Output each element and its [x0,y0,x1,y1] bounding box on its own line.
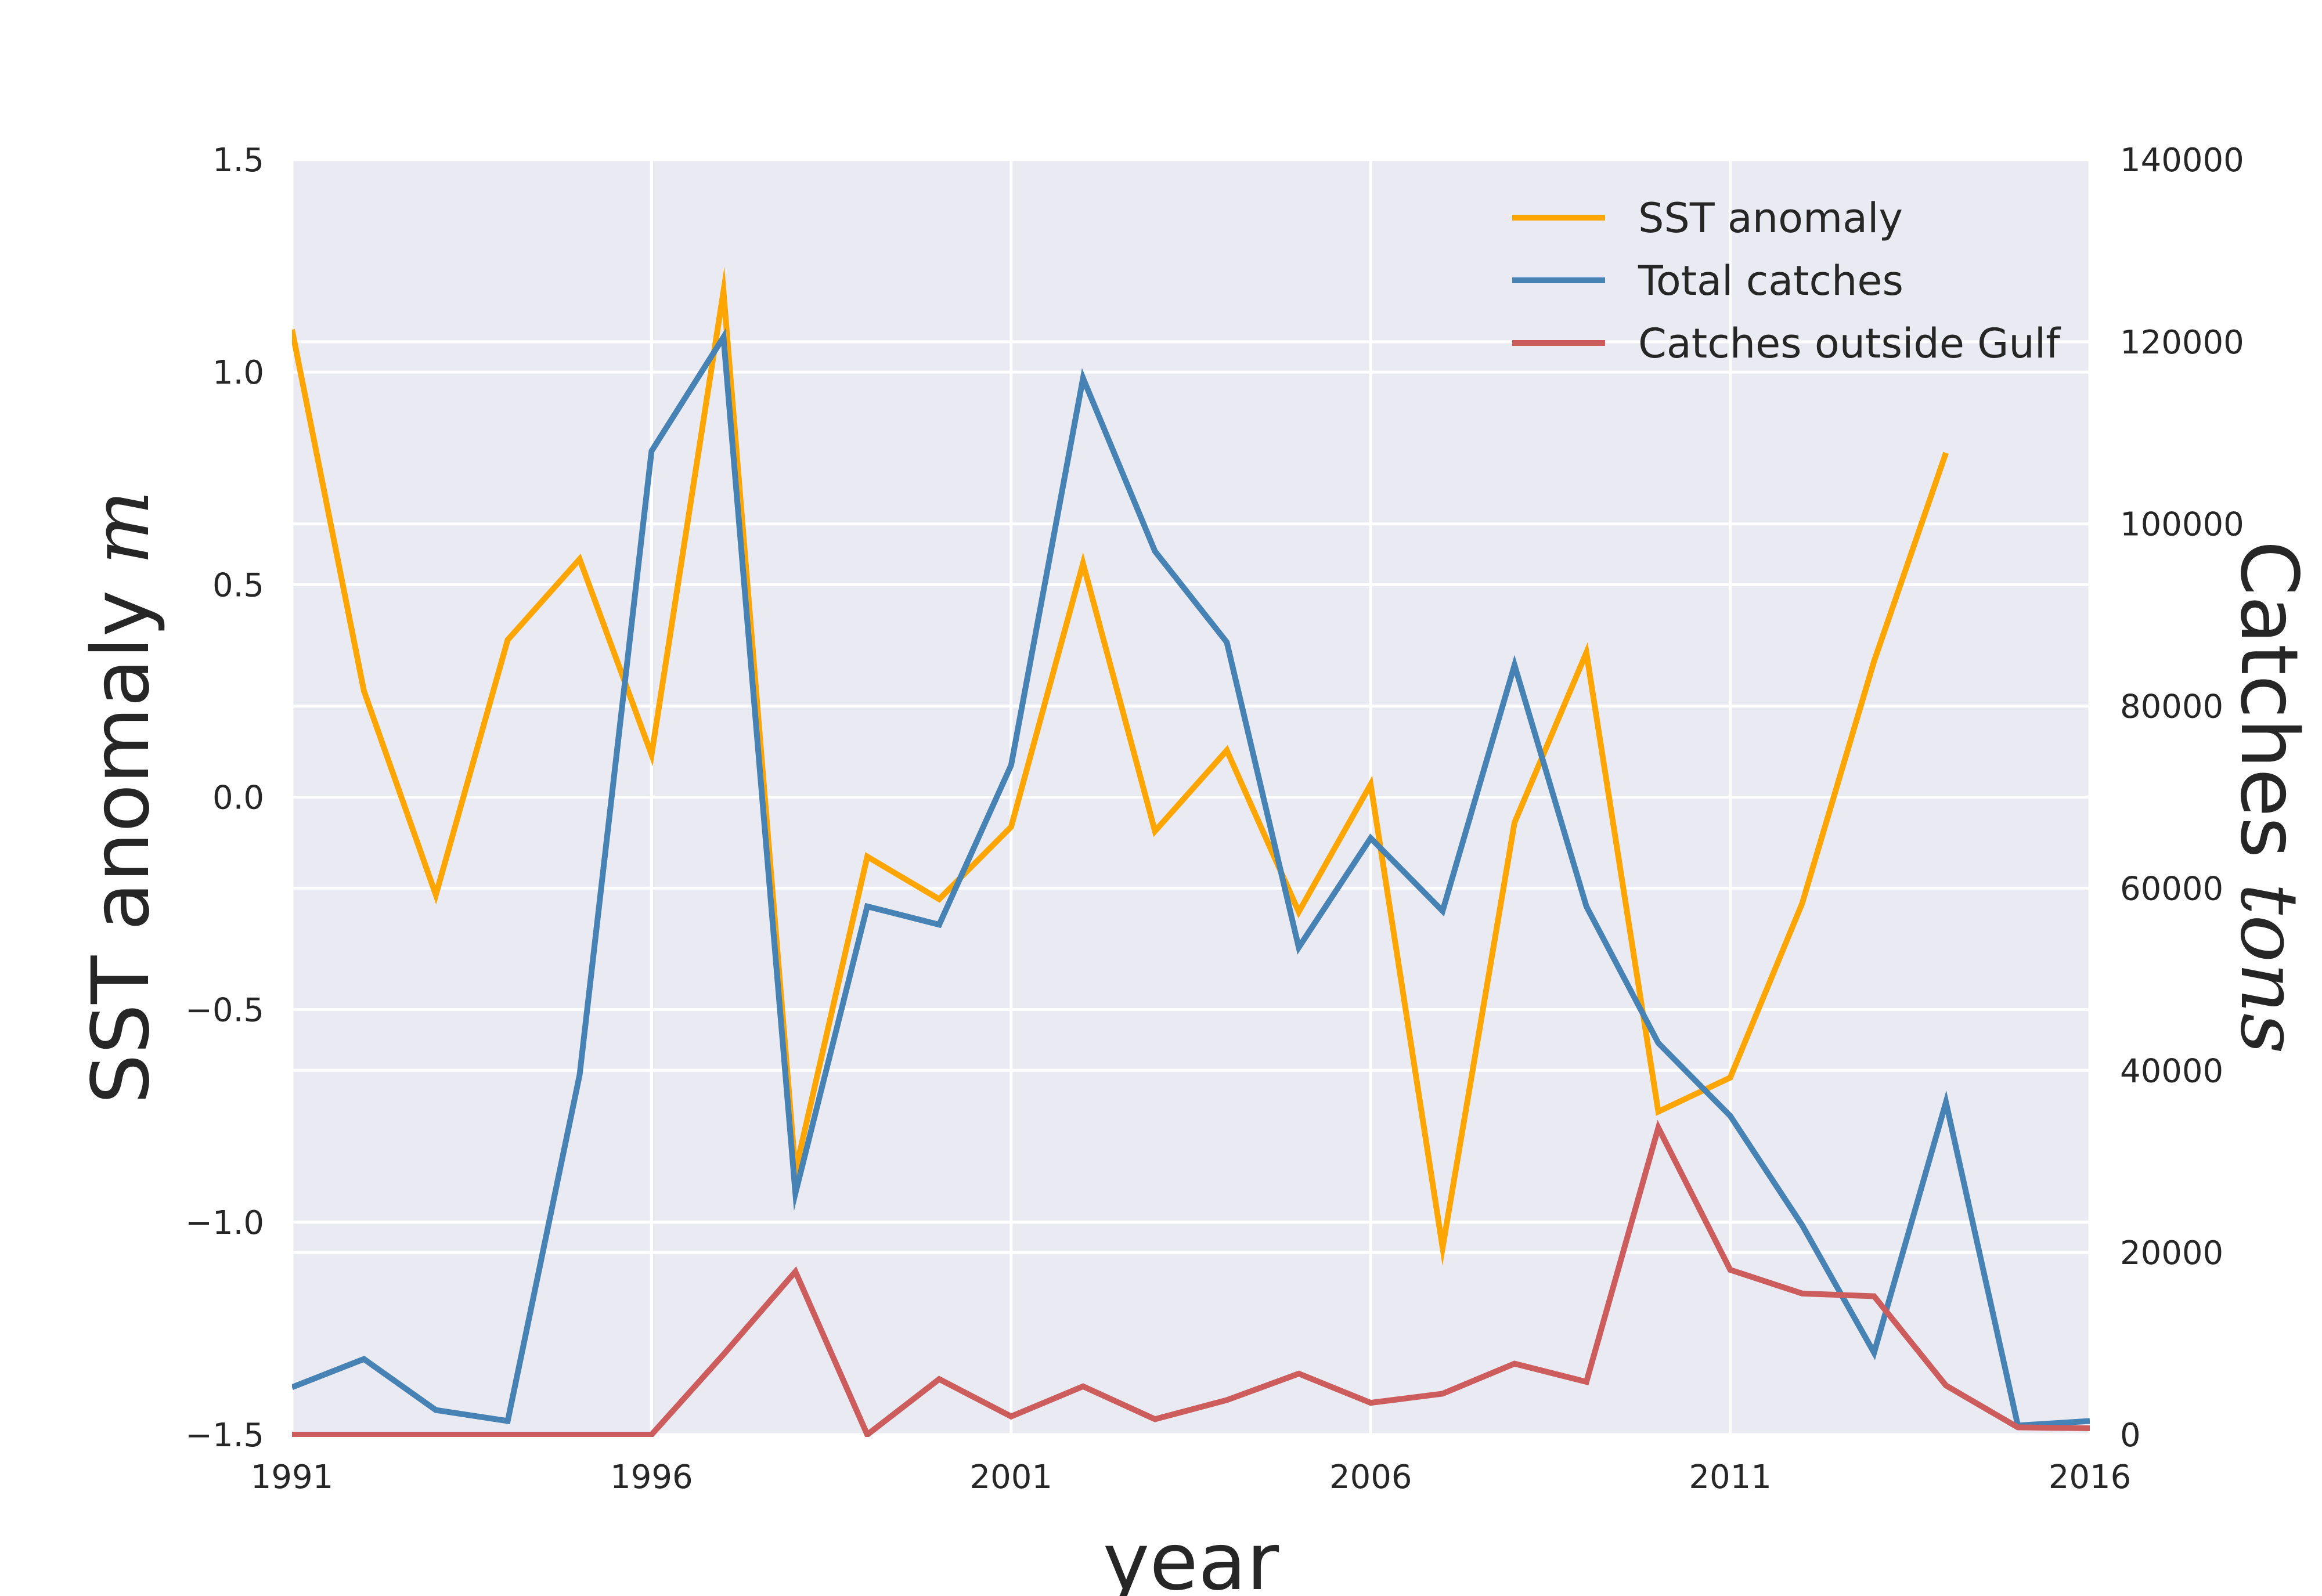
left-tick-label: −0.5 [185,992,264,1030]
right-axis-ticks: 140000 120000 100000 80000 60000 40000 20000 0 [2120,142,2244,1454]
right-tick-label: 140000 [2120,142,2244,179]
legend-label-sst-anomaly: SST anomaly [1638,194,1903,242]
left-tick-label: 0.0 [212,779,264,817]
x-axis-title: year [1103,1516,1279,1596]
right-tick-label: 100000 [2120,506,2244,544]
x-tick-label: 2016 [2049,1458,2132,1496]
series-line-sst-anomaly [292,266,1949,1266]
right-tick-label: 40000 [2120,1052,2223,1090]
right-tick-label: 20000 [2120,1234,2223,1272]
x-axis-ticks: 1991 1996 2001 2006 2011 2016 [251,1458,2132,1496]
left-tick-label: 0.5 [212,566,264,604]
series-line-total-catches [292,328,2090,1429]
x-tick-label: 1996 [610,1458,693,1496]
series-layer [292,266,2090,1437]
right-tick-label: 80000 [2120,688,2223,726]
legend: SST anomaly Total catches Catches outside … [1512,194,2061,367]
left-axis-ticks: 1.5 1.0 0.5 0.0 −0.5 −1.0 −1.5 [185,142,264,1454]
left-tick-label: −1.5 [185,1417,264,1454]
legend-label-total-catches: Total catches [1638,257,1903,305]
x-tick-label: 2011 [1689,1458,1772,1496]
series-line-catches-outside-gulf [292,1120,2090,1437]
legend-label-catches-outside-gulf: Catches outside Gulf [1638,320,2061,367]
right-tick-label: 60000 [2120,870,2223,908]
right-axis-title: Catches tons [2223,540,2314,1053]
right-tick-label: 0 [2120,1417,2141,1454]
left-axis-title: SST anomaly m [75,490,167,1104]
left-tick-label: −1.0 [185,1204,264,1242]
x-tick-label: 2006 [1329,1458,1412,1496]
left-tick-label: 1.5 [212,142,264,179]
x-tick-label: 1991 [251,1458,334,1496]
right-tick-label: 120000 [2120,324,2244,362]
x-tick-label: 2001 [970,1458,1053,1496]
right-axis-unit: tons [2223,883,2314,1054]
left-axis-unit: m [75,490,167,565]
left-tick-label: 1.0 [212,354,264,392]
